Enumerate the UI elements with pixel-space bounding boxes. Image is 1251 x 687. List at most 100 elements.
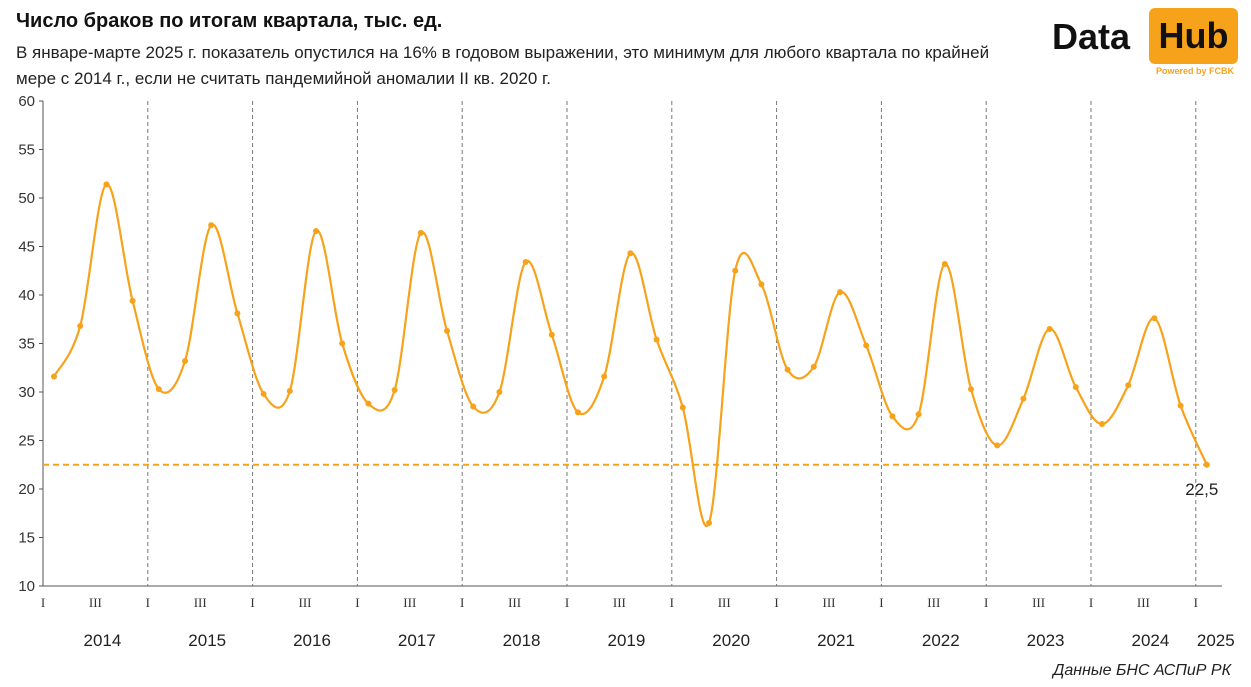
y-tick-label: 40 — [18, 287, 35, 304]
data-point — [548, 331, 555, 338]
year-label: 2019 — [607, 631, 645, 650]
data-point — [234, 310, 241, 317]
year-label: 2018 — [503, 631, 541, 650]
chart-title: Число браков по итогам квартала, тыс. ед… — [16, 10, 443, 32]
logo-data-text: Data — [1052, 16, 1131, 57]
year-label: 2016 — [293, 631, 331, 650]
datahub-logo: Data Hub Powered by FCBK — [1052, 8, 1242, 82]
data-point — [208, 222, 215, 229]
data-point — [129, 297, 136, 304]
data-point — [1151, 315, 1158, 322]
data-source: Данные БНС АСПиР РК — [1053, 662, 1231, 679]
data-point — [339, 340, 346, 347]
quarter-tick-label: III — [823, 595, 836, 610]
quarter-tick-label: I — [774, 595, 778, 610]
quarter-tick-label: III — [613, 595, 626, 610]
quarter-tick-label: I — [250, 595, 254, 610]
data-point — [915, 411, 922, 418]
data-point — [417, 229, 424, 236]
data-point — [182, 357, 188, 364]
chart-subtitle: В январе-марте 2025 г. показатель опусти… — [16, 43, 990, 88]
quarter-tick-label: I — [460, 595, 464, 610]
data-point — [575, 409, 581, 416]
data-point — [260, 390, 267, 397]
data-point — [77, 323, 84, 330]
data-point — [653, 336, 660, 343]
y-tick-label: 20 — [18, 481, 35, 498]
y-tick-label: 50 — [18, 190, 35, 207]
quarter-tick-label: I — [879, 595, 883, 610]
y-tick-label: 35 — [18, 336, 35, 353]
quarter-tick-label: I — [41, 595, 45, 610]
quarter-tick-label: I — [984, 595, 988, 610]
data-point — [313, 227, 319, 234]
data-point — [837, 289, 843, 296]
quarter-tick-label: III — [299, 595, 312, 610]
data-point — [810, 363, 817, 370]
year-label: 2025 — [1197, 631, 1235, 650]
data-point — [706, 519, 712, 526]
year-label: 2021 — [817, 631, 855, 650]
data-point — [1020, 395, 1027, 402]
quarter-tick-label: III — [1032, 595, 1045, 610]
data-point — [627, 250, 634, 257]
year-label: 2017 — [398, 631, 436, 650]
data-point — [994, 442, 1001, 449]
quarter-tick-label: I — [565, 595, 569, 610]
data-point — [732, 267, 739, 274]
year-label: 2020 — [712, 631, 750, 650]
data-point — [286, 388, 293, 395]
data-point — [1203, 461, 1210, 468]
data-point — [155, 386, 162, 393]
data-point — [51, 373, 57, 380]
y-tick-label: 45 — [18, 239, 35, 256]
data-point — [1177, 402, 1184, 409]
year-label: 2014 — [83, 631, 121, 650]
quarter-tick-label: I — [355, 595, 359, 610]
data-point — [1125, 382, 1132, 389]
quarter-tick-label: III — [89, 595, 102, 610]
quarter-tick-label: III — [927, 595, 940, 610]
year-label: 2023 — [1027, 631, 1065, 650]
data-point — [522, 259, 529, 266]
data-point — [784, 366, 791, 373]
data-point — [679, 404, 686, 411]
quarter-tick-label: I — [1089, 595, 1093, 610]
last-value-label: 22,5 — [1185, 480, 1218, 499]
data-point — [1046, 325, 1053, 332]
quarter-tick-label: III — [1137, 595, 1150, 610]
quarter-tick-label: III — [403, 595, 416, 610]
data-point — [889, 413, 896, 420]
y-tick-label: 10 — [18, 578, 35, 595]
data-point — [863, 342, 870, 349]
data-point — [103, 181, 110, 188]
quarter-tick-label: III — [508, 595, 521, 610]
data-point — [758, 281, 765, 288]
quarter-tick-label: I — [1194, 595, 1198, 610]
data-point — [941, 260, 948, 267]
series-line — [53, 183, 1208, 528]
data-point — [1072, 384, 1079, 391]
data-point — [365, 400, 372, 407]
data-point — [968, 386, 974, 393]
quarter-tick-label: III — [718, 595, 731, 610]
quarter-tick-label: I — [670, 595, 674, 610]
data-point — [444, 327, 450, 334]
y-tick-label: 25 — [18, 433, 35, 450]
year-label: 2022 — [922, 631, 960, 650]
quarter-tick-label: I — [146, 595, 150, 610]
quarter-tick-label: III — [194, 595, 207, 610]
year-label: 2015 — [188, 631, 226, 650]
y-tick-label: 15 — [18, 530, 35, 547]
data-point — [470, 403, 477, 410]
data-point — [601, 373, 608, 380]
logo-hub-text: Hub — [1149, 8, 1238, 64]
y-tick-label: 60 — [18, 93, 35, 110]
year-label: 2024 — [1131, 631, 1169, 650]
data-point — [496, 389, 503, 395]
data-point — [1099, 421, 1105, 428]
y-tick-label: 30 — [18, 384, 35, 401]
y-tick-label: 55 — [18, 142, 35, 159]
data-point — [391, 387, 398, 394]
